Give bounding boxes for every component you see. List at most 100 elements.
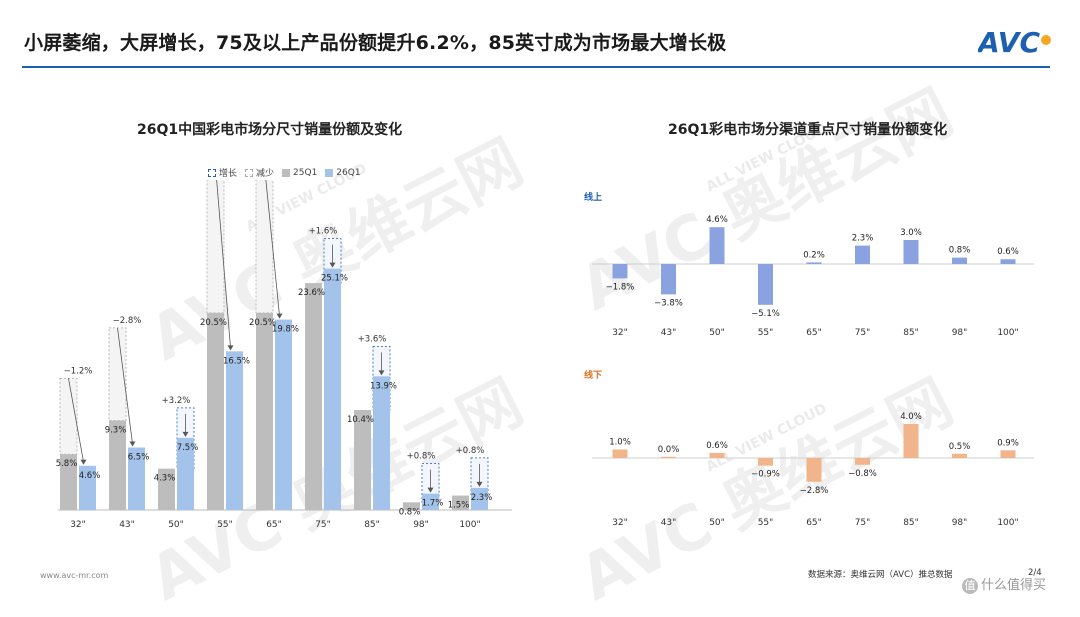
online-value-label: −5.1% [751,309,780,319]
bar-26q1 [128,447,145,510]
online-value-label: 2.3% [852,234,874,244]
corner-badge-icon: 值 [962,577,978,594]
offline-category-label: 100" [997,518,1018,528]
value-label-26q1: 6.5% [128,453,150,463]
change-frame [255,180,274,314]
change-label: +3.6% [358,334,387,344]
bar-26q1 [79,465,96,510]
corner-text: 什么值得买 [981,578,1047,593]
avc-logo-text: AVC [978,26,1040,58]
online-bar [758,264,773,305]
value-label-25q1: 20.5% [200,318,227,328]
online-bar [661,264,676,295]
bar-25q1 [256,312,273,510]
offline-value-label: 0.0% [658,445,680,455]
category-label: 43" [119,520,135,530]
value-label-26q1: 16.5% [223,356,250,366]
legend-25q1-swatch [282,168,291,177]
value-label-26q1: 7.5% [177,443,199,453]
slide-header: 小屏萎缩，大屏增长，75及以上产品份额提升6.2%，85英寸成为市场最大增长极 … [0,0,1080,68]
value-label-25q1: 4.3% [154,474,176,484]
legend-26q1-swatch [325,168,334,177]
change-arrowhead [227,345,234,351]
change-arrow [216,180,231,348]
value-label-25q1: 23.6% [298,288,325,298]
header-rule [22,66,1050,68]
right-bar-charts: −1.8% −3.8% 4.6% −5.1% 0.2% 2.3% 3.0% 0.8% 0.6% 3… [592,215,1034,528]
change-arrowhead [378,370,385,376]
online-category-label: 100" [997,328,1018,338]
online-value-label: 3.0% [900,228,922,238]
change-arrowhead [182,431,189,437]
online-bar [855,245,870,264]
footer-site[interactable]: www.avc-mr.com [40,571,109,580]
online-bar [952,257,967,264]
change-label: +3.2% [162,396,191,406]
bar-25q1 [403,502,420,510]
offline-value-label: −2.8% [800,486,829,496]
offline-category-label: 85" [903,518,919,528]
value-label-25q1: 10.4% [347,415,374,425]
value-label-26q1: 4.6% [79,471,101,481]
legend-decrease-label: 减少 [256,169,275,179]
change-frame [206,180,225,314]
offline-bar [758,458,773,466]
online-category-label: 85" [903,328,919,338]
offline-bar [855,458,870,465]
bar-26q1 [422,493,439,510]
online-category-label: 43" [661,328,677,338]
offline-category-label: 50" [709,518,725,528]
value-label-26q1: 25.1% [321,274,348,284]
bar-25q1 [354,410,371,510]
offline-bar [806,458,822,482]
legend-increase: 增长 [208,166,237,179]
category-label: 85" [364,520,380,530]
online-bar [1000,259,1016,264]
offline-bar [903,424,919,458]
online-value-label: 0.6% [997,247,1019,257]
bar-26q1 [373,376,390,510]
legend-26q1: 26Q1 [325,168,361,178]
right-chart-title: 26Q1彩电市场分渠道重点尺寸销量份额变化 [668,122,948,138]
value-label-25q1: 0.8% [399,507,421,517]
offline-category-label: 98" [952,518,968,528]
bar-25q1 [109,420,126,510]
online-category-label: 65" [806,328,822,338]
online-category-label: 50" [709,328,725,338]
change-arrow [265,180,280,316]
value-label-26q1: 1.7% [422,499,444,509]
change-arrowhead [80,459,87,465]
offline-bar [1000,450,1016,458]
online-category-label: 75" [855,328,871,338]
online-bar [806,262,822,264]
category-label: 98" [413,520,429,530]
offline-bar [952,453,967,458]
category-label: 50" [168,520,184,530]
bar-25q1 [305,283,322,510]
footer-page-number: 2/4 [1028,568,1042,578]
online-bar [612,264,628,279]
offline-value-label: 0.5% [949,442,971,452]
value-label-25q1: 1.5% [448,501,470,511]
left-chart-title: 26Q1中国彩电市场分尺寸销量份额及变化 [137,122,403,138]
category-label: 32" [70,520,86,530]
left-legend: 增长 减少 25Q1 26Q1 [208,166,361,179]
offline-value-label: 1.0% [609,438,631,448]
online-value-label: 4.6% [706,215,728,225]
offline-bar [612,449,628,458]
offline-bar [661,456,676,458]
change-label: +0.8% [456,446,485,456]
online-category-label: 55" [758,328,774,338]
offline-bar [709,452,725,458]
change-label: +1.6% [309,227,338,237]
bar-26q1 [275,319,292,510]
online-bar [709,227,725,264]
change-arrowhead [276,313,283,319]
offline-category-label: 55" [758,518,774,528]
offline-value-label: 0.6% [706,441,728,451]
value-label-26q1: 19.8% [272,325,299,335]
value-label-26q1: 13.9% [370,381,397,391]
change-arrow [117,327,133,444]
bar-25q1 [158,468,175,510]
left-bar-chart: −1.2% 5.8%4.6% 32" −2.8% 9.3% 6.5% 43" +3.2% 4.3… [56,180,512,530]
